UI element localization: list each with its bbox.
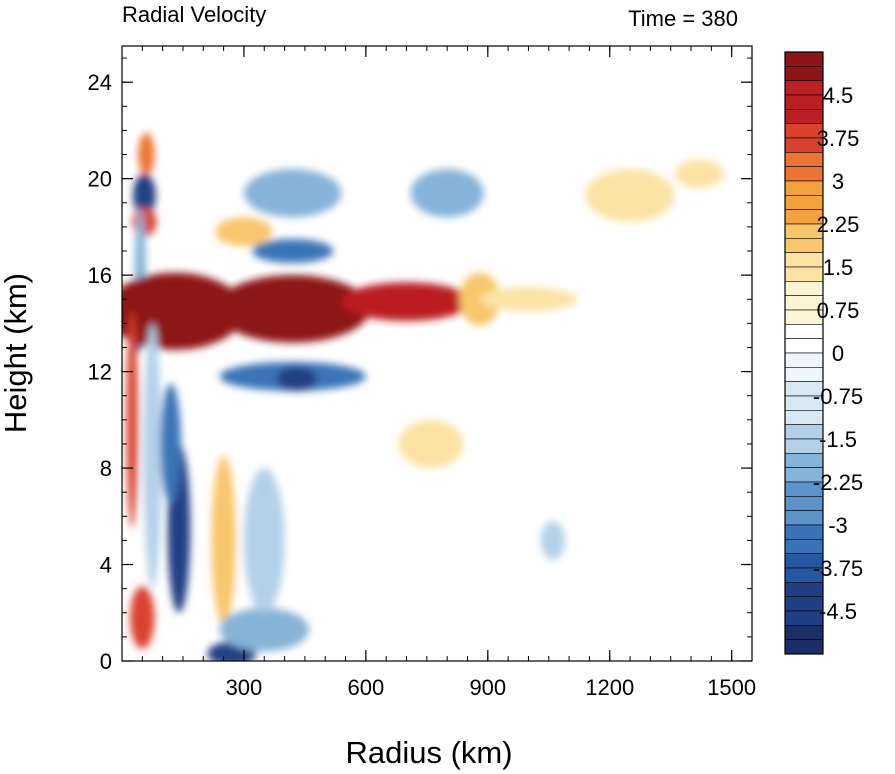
velocity-feature-13 [410,169,484,218]
colorbar-tick-label: -0.75 [813,384,863,409]
velocity-feature-19 [143,323,162,589]
x-tick-label: 900 [469,675,506,700]
colorbar-cell [784,66,824,81]
colorbar-cell [784,152,824,167]
velocity-feature-27 [398,419,464,469]
x-tick-label: 600 [348,675,385,700]
velocity-feature-14 [215,217,273,247]
velocity-feature-17 [674,159,724,189]
y-tick-label: 16 [88,263,112,288]
colorbar-tick-label: -3 [828,513,848,538]
colorbar-cell [784,352,824,368]
velocity-feature-26 [243,468,285,613]
colorbar-cell [784,180,824,196]
colorbar-cell [784,424,824,440]
y-tick-label: 24 [88,70,112,95]
colorbar-cell [784,367,824,382]
colorbar-cell [784,582,824,597]
velocity-field [122,132,724,661]
colorbar-tick-label: 0 [832,341,844,366]
colorbar-cell [784,266,824,282]
velocity-feature-18 [126,311,138,529]
velocity-feature-21 [160,383,181,505]
colorbar-cell [784,109,824,124]
x-tick-label: 1200 [585,675,634,700]
colorbar-tick-label: 3 [832,169,844,194]
velocity-feature-22 [130,586,155,649]
colorbar-cell [784,625,824,640]
y-tick-label: 0 [100,649,112,674]
y-tick-label: 8 [100,456,112,481]
colorbar-tick-label: -1.5 [819,427,857,452]
velocity-feature-16 [585,169,675,223]
velocity-feature-1 [132,173,156,218]
chart-title: Radial Velocity [122,2,266,27]
colorbar-cell [784,195,824,210]
colorbar-cell [784,596,824,612]
colorbar-cell [784,610,824,626]
colorbar-cell [784,238,824,253]
colorbar-tick-label: 2.25 [817,212,860,237]
colorbar-cell [784,166,824,182]
colorbar-cell [784,453,824,468]
colorbar-frame [784,51,824,655]
x-tick-label: 300 [226,675,263,700]
colorbar-tick-label: -2.25 [813,470,863,495]
colorbar-cell [784,94,824,110]
colorbar-tick-label: -3.75 [813,556,863,581]
plot-frame [121,45,753,662]
y-tick-label: 4 [100,553,112,578]
colorbar-cell [784,324,824,339]
velocity-feature-9 [479,287,578,312]
colorbar-cell [784,338,824,354]
velocity-feature-11 [276,366,318,391]
y-tick-label: 12 [88,360,112,385]
x-tick-label: 1500 [707,675,756,700]
colorbar-tick-label: -4.5 [819,599,857,624]
colorbar-cell [784,51,824,67]
chart-subtitle: Time = 380 [628,6,738,31]
y-tick-label: 20 [88,167,112,192]
plot-area [122,46,752,661]
colorbar-tick-label: 4.5 [823,83,854,108]
velocity-feature-23 [211,455,236,625]
colorbar-tick-label: 1.5 [823,255,854,280]
colorbar-cell [784,252,824,268]
y-axis-label: Height (km) [0,273,33,433]
x-axis-label: Radius (km) [345,735,512,770]
colorbar-tick-label: 3.75 [817,126,860,151]
colorbar-cell [784,539,824,554]
velocity-feature-25 [219,607,309,652]
colorbar-tick-label: 0.75 [817,298,860,323]
colorbar-cell [784,639,824,655]
velocity-feature-0 [138,132,155,177]
velocity-feature-7 [341,282,472,321]
y-axis: 0 4 8 12 16 20 24 [88,57,752,674]
colorbar-cell [784,496,824,511]
velocity-feature-12 [243,169,342,218]
colorbar-cell [784,524,824,540]
colorbar-cell [784,80,824,96]
x-axis: 300 600 900 1200 1500 [141,46,756,700]
colorbar-cell [784,281,824,296]
colorbar-cell [784,510,824,526]
velocity-feature-28 [540,521,566,560]
colorbar: 4.5 3.75 3 2.25 1.5 0.75 0 -0.75 -1.5 -2.25 -3 -3.7… [784,51,863,655]
colorbar-cell [784,438,824,454]
colorbar-cell [784,410,824,425]
velocity-feature-15 [252,238,334,264]
velocity-feature-6 [215,275,370,343]
